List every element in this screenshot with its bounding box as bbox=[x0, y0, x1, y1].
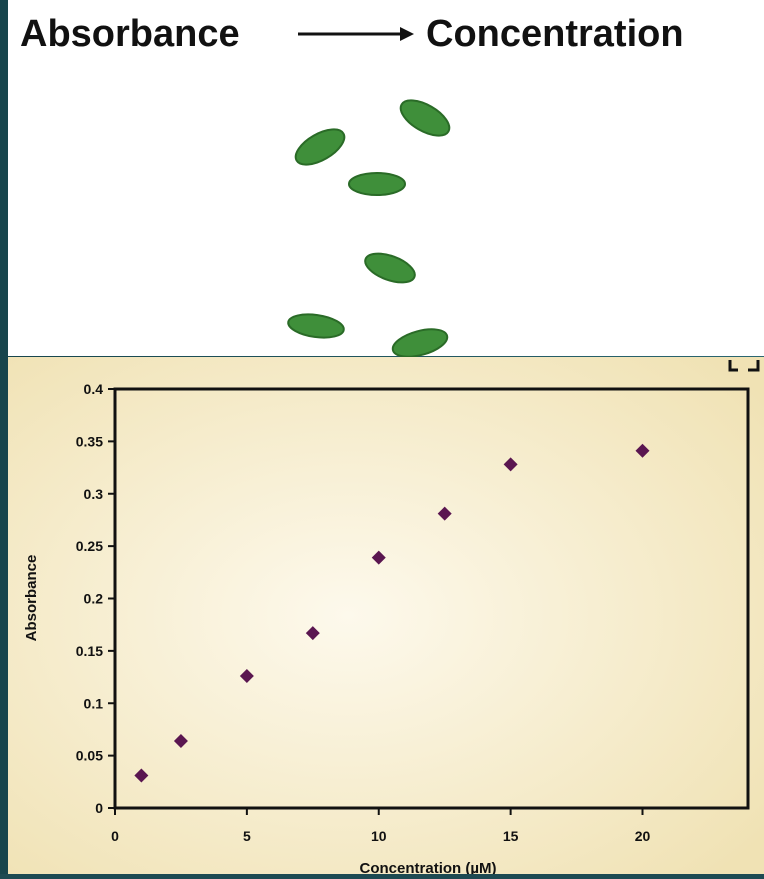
title-right: Concentration bbox=[426, 13, 684, 55]
title-left: Absorbance bbox=[20, 13, 240, 55]
y-tick-label: 0 bbox=[95, 800, 103, 816]
y-tick-label: 0.25 bbox=[76, 538, 103, 554]
arrow-head bbox=[400, 27, 414, 41]
y-tick-label: 0.1 bbox=[84, 695, 104, 711]
y-tick-label: 0.15 bbox=[76, 643, 103, 659]
corner-icon bbox=[728, 360, 760, 372]
y-tick-label: 0.4 bbox=[84, 381, 104, 397]
y-tick-label: 0.35 bbox=[76, 433, 103, 449]
point bbox=[635, 443, 650, 458]
point bbox=[371, 550, 386, 565]
point bbox=[239, 669, 254, 684]
x-tick-label: 20 bbox=[635, 828, 651, 844]
point bbox=[134, 768, 149, 783]
y-tick-label: 0.3 bbox=[84, 486, 104, 502]
point bbox=[173, 733, 188, 748]
x-tick-label: 5 bbox=[243, 828, 251, 844]
y-tick-label: 0.05 bbox=[76, 748, 103, 764]
point bbox=[437, 506, 452, 521]
x-tick-label: 10 bbox=[371, 828, 387, 844]
x-tick-label: 0 bbox=[111, 828, 119, 844]
y-tick-label: 0.2 bbox=[84, 591, 104, 607]
point bbox=[305, 626, 320, 641]
point bbox=[503, 457, 518, 472]
y-axis-label: Absorbance bbox=[23, 555, 40, 642]
x-tick-label: 15 bbox=[503, 828, 519, 844]
molecules bbox=[287, 99, 451, 358]
x-axis-label: Concentration (µM) bbox=[360, 860, 497, 874]
chart-panel bbox=[8, 357, 764, 874]
